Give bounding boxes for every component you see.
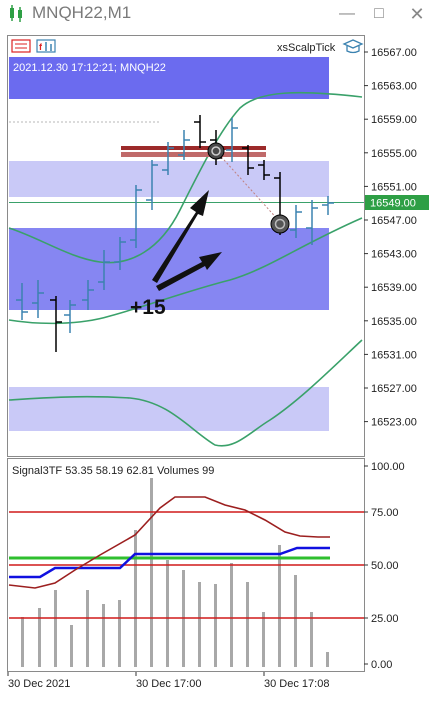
graduation-cap-icon[interactable] <box>342 39 364 54</box>
chart-area[interactable]: 2021.12.30 17:12:21; MNQH22 +15 f xsScal… <box>0 28 448 710</box>
zone-bands <box>9 57 329 431</box>
time-label-2: 30 Dec 17:08 <box>264 678 329 690</box>
trade-zone-marker <box>121 146 266 157</box>
zone-band-top <box>9 57 329 99</box>
trade-panel-icon[interactable] <box>11 39 31 53</box>
arrow-right-icon <box>156 252 222 291</box>
arrow-up-icon <box>152 190 209 283</box>
signal-indicator-label: Signal3TF 53.35 58.19 62.81 Volumes 99 <box>12 465 214 477</box>
price-axis-label: 16543.00 <box>371 249 417 261</box>
window-title: MNQH22,M1 <box>32 3 132 22</box>
profit-annotation: +15 <box>130 296 166 319</box>
sub-axis-label: 100.00 <box>371 461 405 473</box>
time-label-0: 30 Dec 2021 <box>8 678 70 690</box>
zone-band-upper <box>9 161 329 197</box>
price-bars <box>16 115 334 352</box>
price-axis-label: 16535.00 <box>371 316 417 328</box>
sub-axis-label: 25.00 <box>371 613 399 625</box>
ma-envelope <box>8 91 363 447</box>
minimize-icon[interactable]: — <box>339 5 355 22</box>
signal-red-line <box>8 496 330 589</box>
level-lines <box>9 511 364 619</box>
price-axis-label: 16531.00 <box>371 349 417 361</box>
bullish-bars <box>16 118 334 333</box>
ma-middle-curve <box>8 217 363 325</box>
current-price-label: 16549.00 <box>370 198 416 210</box>
ma-upper-curve <box>8 91 363 264</box>
zone-band-middle <box>9 228 329 310</box>
sub-axis: 100.00 75.00 50.00 25.00 0.00 <box>364 461 405 671</box>
price-axis-label: 16523.00 <box>371 417 417 429</box>
current-price-tag: 16549.00 <box>365 195 429 210</box>
chart-info-label: 2021.12.30 17:12:21; MNQH22 <box>13 62 166 74</box>
maximize-icon[interactable]: □ <box>374 5 384 22</box>
time-label-1: 30 Dec 17:00 <box>136 678 201 690</box>
chart-app-icon <box>10 5 22 22</box>
zone-band-lower <box>9 387 329 431</box>
price-axis-label: 16555.00 <box>371 148 417 160</box>
signal-lines <box>8 496 330 589</box>
trade-exit-marker[interactable] <box>270 214 290 234</box>
time-ticks <box>7 672 265 676</box>
arrow-annotations <box>152 190 222 291</box>
time-axis: 30 Dec 2021 30 Dec 17:00 30 Dec 17:08 <box>8 678 329 690</box>
price-axis-label: 16567.00 <box>371 47 417 59</box>
indicator-name-label: xsScalpTick <box>277 42 336 54</box>
sub-axis-label: 50.00 <box>371 560 399 572</box>
indicator-list-icon[interactable]: f <box>36 39 56 53</box>
price-axis-label: 16551.00 <box>371 181 417 193</box>
signal-blue-line <box>9 546 330 579</box>
price-axis-label: 16527.00 <box>371 383 417 395</box>
chart-canvas[interactable]: 2021.12.30 17:12:21; MNQH22 +15 f xsScal… <box>0 28 448 710</box>
sub-axis-label: 0.00 <box>371 659 392 671</box>
ma-lower-curve <box>8 339 363 447</box>
price-axis-label: 16547.00 <box>371 215 417 227</box>
price-axis-label: 16559.00 <box>371 114 417 126</box>
price-axis-label: 16539.00 <box>371 282 417 294</box>
sub-axis-label: 75.00 <box>371 507 399 519</box>
price-axis: 16567.00 16563.00 16559.00 16555.00 16551.00… <box>364 47 417 429</box>
trade-entry-marker[interactable] <box>207 142 225 160</box>
svg-text:f: f <box>39 42 43 52</box>
window-titlebar: MNQH22,M1 — □ ✕ <box>0 0 448 28</box>
close-icon[interactable]: ✕ <box>409 4 425 24</box>
price-axis-label: 16563.00 <box>371 81 417 93</box>
